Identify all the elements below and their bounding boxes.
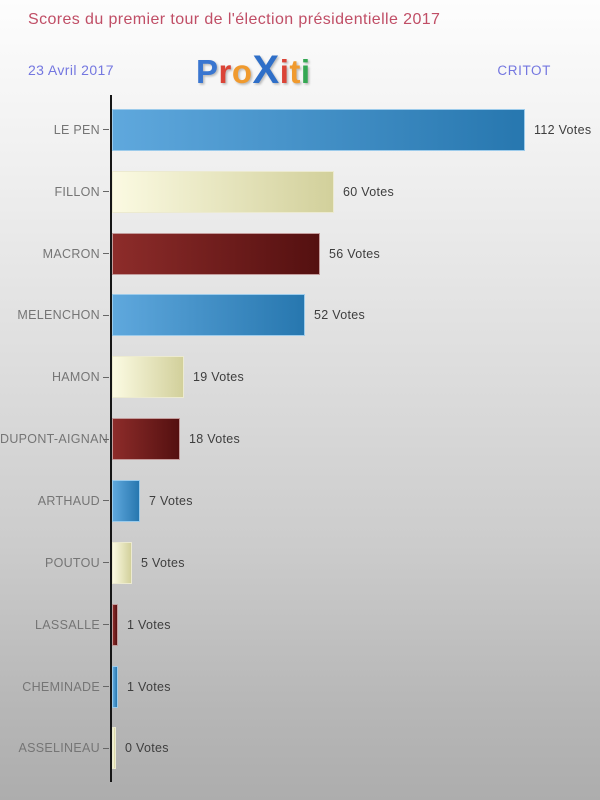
logo-letter: o <box>231 53 253 90</box>
value-label: 0 Votes <box>125 741 169 756</box>
category-label: MACRON <box>42 246 100 261</box>
tick-dash-icon <box>103 438 109 440</box>
axis-tick <box>100 747 112 749</box>
bar-zone: 18 Votes <box>112 418 600 461</box>
category-label: ARTHAUD <box>37 493 100 508</box>
chart-row: ARTHAUD 7 Votes <box>0 470 600 532</box>
value-label: 19 Votes <box>193 370 245 385</box>
logo-letter: P <box>196 53 219 90</box>
bar-zone: 52 Votes <box>112 294 600 337</box>
tick-dash-icon <box>103 747 109 749</box>
value-label: 52 Votes <box>314 308 366 323</box>
chart-y-axis <box>110 95 112 782</box>
value-label: 7 Votes <box>149 493 193 508</box>
chart-row: LE PEN 112 Votes <box>0 99 600 161</box>
category-label: FILLON <box>54 184 100 199</box>
logo-letter: i <box>300 53 311 90</box>
bar <box>112 665 118 708</box>
category-label: CHEMINADE <box>22 679 100 694</box>
tick-dash-icon <box>103 376 109 378</box>
tick-dash-icon <box>103 562 109 564</box>
logo-letter: t <box>289 53 301 90</box>
bar-zone: 7 Votes <box>112 479 600 522</box>
tick-dash-icon <box>103 500 109 502</box>
tick-dash-icon <box>103 624 109 626</box>
category-label: DUPONT-AIGNAN <box>0 432 109 447</box>
bar <box>112 727 116 770</box>
tick-dash-icon <box>103 686 109 688</box>
chart-row: MACRON 56 Votes <box>0 223 600 285</box>
bar-zone: 1 Votes <box>112 603 600 646</box>
bar <box>112 603 118 646</box>
bar-zone: 60 Votes <box>112 170 600 213</box>
date-label: 23 Avril 2017 <box>28 62 114 78</box>
value-label: 1 Votes <box>127 617 171 632</box>
logo-letter: i <box>279 53 290 90</box>
axis-tick <box>100 500 112 502</box>
logo-letter: X <box>252 48 280 92</box>
category-label: HAMON <box>51 370 100 385</box>
axis-tick <box>100 191 112 193</box>
bar <box>112 479 140 522</box>
chart-row: ASSELINEAU 0 Votes <box>0 717 600 779</box>
tick-dash-icon <box>103 314 109 316</box>
bar <box>112 356 184 399</box>
axis-tick <box>100 686 112 688</box>
tick-dash-icon <box>103 253 109 255</box>
bar <box>112 418 180 461</box>
axis-tick <box>100 562 112 564</box>
category-label: MELENCHON <box>17 308 100 323</box>
axis-tick <box>100 314 112 316</box>
chart-row: FILLON 60 Votes <box>0 161 600 223</box>
bar <box>112 170 334 213</box>
value-label: 5 Votes <box>141 555 185 570</box>
bar <box>112 294 305 337</box>
category-label: POUTOU <box>44 555 100 570</box>
value-label: 18 Votes <box>189 432 241 447</box>
bar-zone: 56 Votes <box>112 232 600 275</box>
value-label: 112 Votes <box>534 122 592 137</box>
chart-row: MELENCHON 52 Votes <box>0 285 600 347</box>
category-label: ASSELINEAU <box>18 741 100 756</box>
bar-zone: 19 Votes <box>112 356 600 399</box>
chart-row: HAMON 19 Votes <box>0 346 600 408</box>
bar-zone: 5 Votes <box>112 541 600 584</box>
chart-row: LASSALLE 1 Votes <box>0 594 600 656</box>
bar-zone: 1 Votes <box>112 665 600 708</box>
page-title: Scores du premier tour de l'élection pré… <box>28 11 441 28</box>
logo-letter: r <box>218 53 232 90</box>
category-label: LASSALLE <box>35 617 100 632</box>
value-label: 1 Votes <box>127 679 171 694</box>
bar-zone: 112 Votes <box>112 108 600 151</box>
bar-zone: 0 Votes <box>112 727 600 770</box>
tick-dash-icon <box>103 129 109 131</box>
place-label: CRITOT <box>497 63 551 78</box>
value-label: 56 Votes <box>329 246 381 261</box>
bar <box>112 232 320 275</box>
axis-tick <box>100 253 112 255</box>
bar <box>112 541 132 584</box>
axis-tick <box>100 129 112 131</box>
axis-tick <box>100 376 112 378</box>
chart-rows: LE PEN 112 Votes FILLON 60 Votes MACRON 56 Vo… <box>0 99 600 779</box>
chart-row: DUPONT-AIGNAN 18 Votes <box>0 408 600 470</box>
category-label: LE PEN <box>53 122 100 137</box>
value-label: 60 Votes <box>343 184 395 199</box>
chart-row: POUTOU 5 Votes <box>0 532 600 594</box>
bar <box>112 108 525 151</box>
axis-tick <box>100 624 112 626</box>
chart-row: CHEMINADE 1 Votes <box>0 656 600 718</box>
axis-tick <box>100 438 112 440</box>
tick-dash-icon <box>103 191 109 193</box>
